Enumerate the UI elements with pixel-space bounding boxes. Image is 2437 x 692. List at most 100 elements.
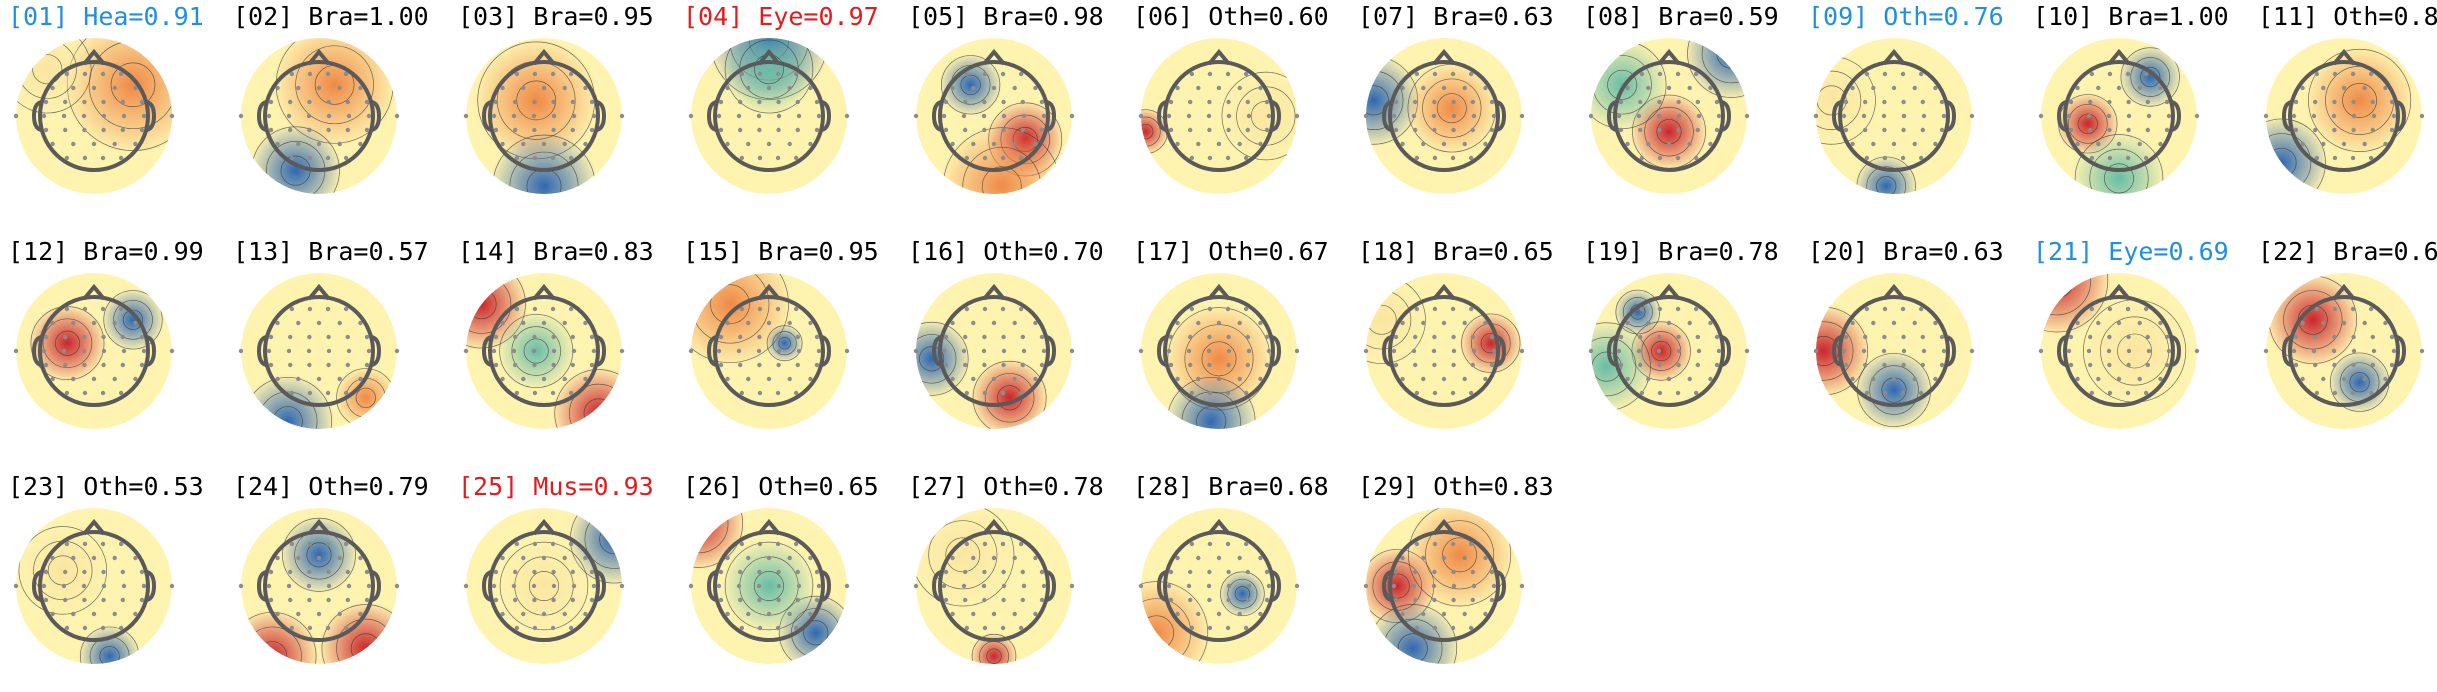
- electrode: [941, 113, 947, 119]
- electrode: [1018, 155, 1024, 161]
- electrode: [1871, 85, 1876, 91]
- electrode: [1018, 625, 1024, 631]
- electrode: [120, 362, 126, 368]
- electrode: [971, 611, 976, 617]
- electrode: [346, 113, 352, 119]
- electrode: [1012, 320, 1017, 326]
- electrode: [307, 155, 313, 161]
- electrode: [513, 597, 518, 603]
- contour-line: [724, 38, 814, 114]
- electrode: [2088, 127, 2093, 133]
- nose-outline: [1657, 283, 1681, 301]
- electrode: [358, 141, 363, 147]
- electrode: [2068, 362, 2074, 368]
- activation-blob: [916, 319, 971, 398]
- topomap: [1813, 38, 1975, 194]
- electrode: [288, 127, 293, 133]
- electrode: [1189, 541, 1195, 547]
- electrode: [1843, 127, 1849, 133]
- topomap: [688, 38, 850, 194]
- electrode: [766, 85, 772, 91]
- contour-line: [2104, 163, 2134, 194]
- component-index: [14]: [458, 237, 519, 266]
- electrode: [541, 611, 547, 617]
- electrode: [343, 306, 349, 312]
- left-ear-outline: [1606, 100, 1617, 132]
- electrode: [1186, 348, 1192, 354]
- electrode: [1186, 113, 1192, 119]
- electrode: [1000, 390, 1006, 396]
- component-index: [22]: [2258, 237, 2319, 266]
- electrode: [139, 362, 145, 368]
- electrode: [981, 348, 987, 354]
- electrode: [2089, 71, 2095, 77]
- electrode: [551, 113, 557, 119]
- electrode: [1226, 99, 1231, 105]
- electrode: [1196, 376, 1201, 382]
- electrode: [521, 376, 526, 382]
- electrode: [1491, 583, 1497, 589]
- head-outline: [1388, 530, 1500, 642]
- electrode: [551, 583, 557, 589]
- electrode: [1207, 127, 1212, 133]
- electrode: [1900, 306, 1906, 312]
- electrode: [1471, 113, 1477, 119]
- electrode: [1657, 155, 1663, 161]
- electrode: [1941, 348, 1947, 354]
- electrode: [43, 127, 49, 133]
- nose-outline: [1432, 48, 1456, 66]
- electrode: [757, 362, 762, 368]
- electrode: [739, 71, 745, 77]
- contour-line: [1701, 38, 1747, 84]
- electrode: [91, 141, 97, 147]
- electrode: [1294, 348, 1300, 354]
- nose-outline: [1432, 283, 1456, 301]
- electrode: [943, 99, 949, 105]
- electrode: [2389, 127, 2395, 133]
- electrode: [325, 71, 331, 77]
- electrode: [100, 625, 106, 631]
- electrode: [1432, 334, 1437, 340]
- head-outline: [713, 60, 825, 172]
- electrode: [82, 306, 88, 312]
- contour-line: [321, 604, 397, 664]
- electrode: [814, 362, 820, 368]
- electrode: [1012, 141, 1017, 147]
- electrode: [1225, 390, 1231, 396]
- electrode: [1451, 334, 1456, 340]
- component-index: [06]: [1133, 2, 1194, 31]
- electrode: [307, 625, 313, 631]
- electrode: [2321, 85, 2326, 91]
- contour-line: [529, 571, 559, 601]
- electrode: [963, 569, 968, 575]
- electrode: [289, 71, 295, 77]
- electrode: [1400, 85, 1405, 91]
- electrode: [982, 306, 988, 312]
- left-ear-outline: [256, 570, 267, 602]
- electrode: [1470, 597, 1475, 603]
- contour-line: [2349, 372, 2370, 393]
- component-class-score: Oth=0.76: [1883, 2, 2004, 31]
- electrode: [583, 376, 588, 382]
- electrode: [814, 597, 820, 603]
- electrode: [757, 625, 763, 631]
- component-class-score: Oth=0.81: [2333, 2, 2437, 31]
- activation-blob: [78, 625, 141, 664]
- nose-outline: [307, 283, 331, 301]
- electrode: [1441, 85, 1447, 91]
- left-ear-outline: [31, 570, 42, 602]
- electrode: [1207, 71, 1213, 77]
- electrode: [1468, 71, 1474, 77]
- electrode: [1400, 376, 1405, 382]
- electrode: [1618, 99, 1624, 105]
- contour-line: [1622, 297, 1653, 327]
- electrode: [289, 155, 295, 161]
- contour-line: [18, 526, 108, 615]
- head-outline: [263, 60, 375, 172]
- electrode: [1400, 611, 1405, 617]
- electrode: [1657, 71, 1663, 77]
- electrode: [1646, 320, 1651, 326]
- electrode: [816, 583, 822, 589]
- electrode: [2370, 334, 2375, 340]
- electrode: [746, 611, 751, 617]
